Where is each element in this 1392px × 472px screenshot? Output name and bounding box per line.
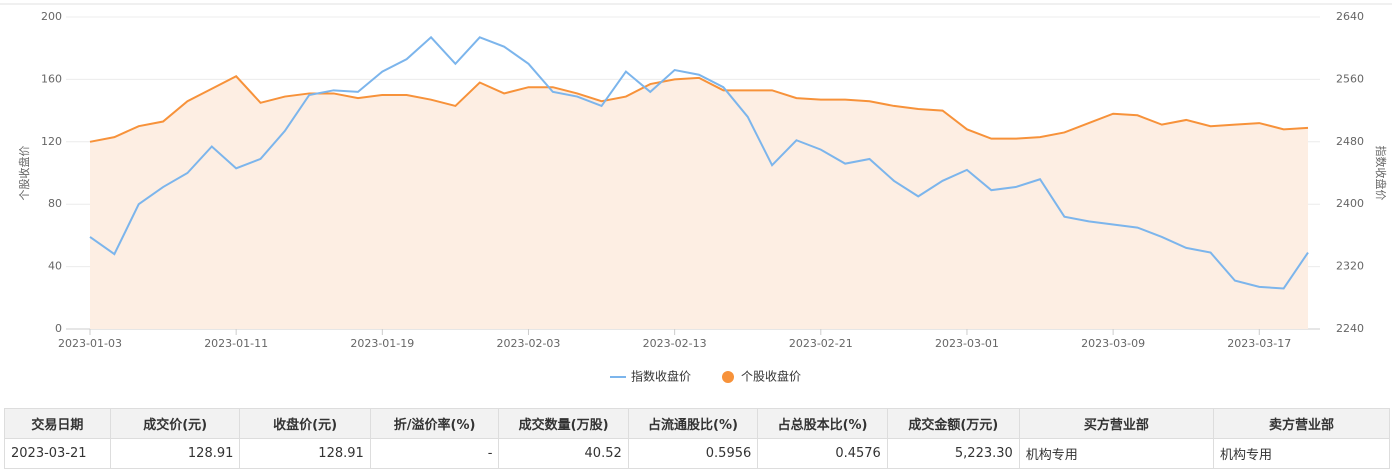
header-cell: 交易日期: [4, 408, 111, 439]
x-tick-label: 2023-01-11: [204, 337, 268, 350]
legend-label: 个股收盘价: [741, 369, 801, 384]
header-cell: 卖方营业部: [1213, 408, 1390, 439]
y2-tick-label: 2320: [1336, 260, 1364, 273]
data-cell: 0.5956: [627, 438, 759, 469]
x-tick-label: 2023-02-03: [497, 337, 561, 350]
data-row: 2023-03-21 128.91 128.91-40.52 0.5956 0.4576…: [4, 438, 1390, 469]
data-cell: -: [369, 438, 500, 469]
trade-table: 交易日期 成交价(元) 收盘价(元) 折/溢价率(%) 成交数量(万股) 占流通股比(%)…: [4, 408, 1390, 469]
header-cell: 买方营业部: [1018, 408, 1215, 439]
y-tick-label: 0: [55, 322, 62, 335]
y2-tick-label: 2240: [1336, 322, 1364, 335]
y2-tick-label: 2560: [1336, 72, 1364, 85]
data-cell: 机构专用: [1018, 438, 1215, 469]
y-tick-label: 120: [41, 135, 62, 148]
x-tick-label: 2023-03-17: [1227, 337, 1291, 350]
x-tick-label: 2023-02-21: [789, 337, 853, 350]
y-tick-label: 40: [48, 260, 62, 273]
x-tick-label: 2023-01-19: [350, 337, 414, 350]
y-tick-label: 200: [41, 10, 62, 23]
header-cell: 占总股本比(%): [757, 408, 888, 439]
header-cell: 收盘价(元): [239, 408, 371, 439]
y2-tick-label: 2640: [1336, 10, 1364, 23]
line: [89, 35, 1309, 290]
data-cell: 2023-03-21: [4, 438, 111, 469]
x-tick-label: 2023-01-03: [58, 337, 122, 350]
data-cell: 0.4576: [757, 438, 888, 469]
header-cell: 成交价(元): [109, 408, 241, 439]
x-tick-label: 2023-02-13: [643, 337, 707, 350]
header-cell: 占流通股比(%): [627, 408, 759, 439]
data-cell: 5,223.30: [886, 438, 1020, 469]
header-cell: 成交数量(万股): [498, 408, 629, 439]
legend-label: 指数收盘价: [631, 369, 691, 384]
data-cell: 128.91: [239, 438, 371, 469]
x-tick-label: 2023-03-01: [935, 337, 999, 350]
data-cell: 机构专用: [1213, 438, 1390, 469]
data-cell: 128.91: [109, 438, 241, 469]
y-axis-title: 个股收盘价: [17, 146, 31, 201]
y2-tick-label: 2400: [1336, 197, 1364, 210]
data-cell: 40.52: [498, 438, 629, 469]
header-cell: 折/溢价率(%): [369, 408, 500, 439]
legend-icon: [722, 371, 734, 383]
header-row: 交易日期 成交价(元) 收盘价(元) 折/溢价率(%) 成交数量(万股) 占流通股比(%)…: [4, 408, 1390, 439]
y2-tick-label: 2480: [1336, 135, 1364, 148]
x-tick-label: 2023-03-09: [1081, 337, 1145, 350]
y-tick-label: 160: [41, 72, 62, 85]
header-cell: 成交金额(万元): [886, 408, 1020, 439]
line: [89, 75, 1309, 143]
chart: 个股收盘价 指数收盘价 0 40 80 120 160 200 2240 2320 2400 24…: [0, 3, 1392, 384]
y2-axis-title: 指数收盘价: [1374, 146, 1388, 201]
y-tick-label: 80: [48, 197, 62, 210]
